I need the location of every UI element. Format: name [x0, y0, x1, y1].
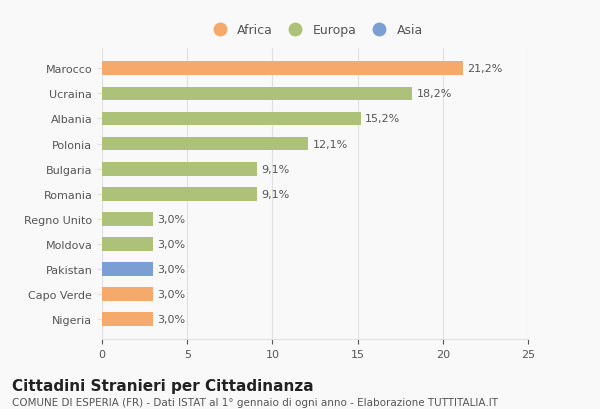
Text: 15,2%: 15,2%: [365, 114, 401, 124]
Bar: [102, 112, 361, 126]
Bar: [102, 62, 463, 76]
Bar: [102, 87, 412, 101]
Text: 3,0%: 3,0%: [157, 214, 185, 224]
Bar: [102, 162, 257, 176]
Legend: Africa, Europa, Asia: Africa, Europa, Asia: [203, 20, 427, 41]
Text: 3,0%: 3,0%: [157, 239, 185, 249]
Text: 9,1%: 9,1%: [262, 189, 290, 199]
Bar: [102, 187, 257, 201]
Text: 18,2%: 18,2%: [416, 89, 452, 99]
Bar: [102, 312, 153, 326]
Bar: [102, 263, 153, 276]
Text: 9,1%: 9,1%: [262, 164, 290, 174]
Text: 3,0%: 3,0%: [157, 264, 185, 274]
Text: COMUNE DI ESPERIA (FR) - Dati ISTAT al 1° gennaio di ogni anno - Elaborazione TU: COMUNE DI ESPERIA (FR) - Dati ISTAT al 1…: [12, 397, 498, 407]
Text: 3,0%: 3,0%: [157, 290, 185, 299]
Text: 21,2%: 21,2%: [467, 64, 503, 74]
Bar: [102, 238, 153, 251]
Bar: [102, 137, 308, 151]
Bar: [102, 288, 153, 301]
Text: 3,0%: 3,0%: [157, 315, 185, 324]
Text: 12,1%: 12,1%: [313, 139, 347, 149]
Text: Cittadini Stranieri per Cittadinanza: Cittadini Stranieri per Cittadinanza: [12, 378, 314, 393]
Bar: [102, 212, 153, 226]
